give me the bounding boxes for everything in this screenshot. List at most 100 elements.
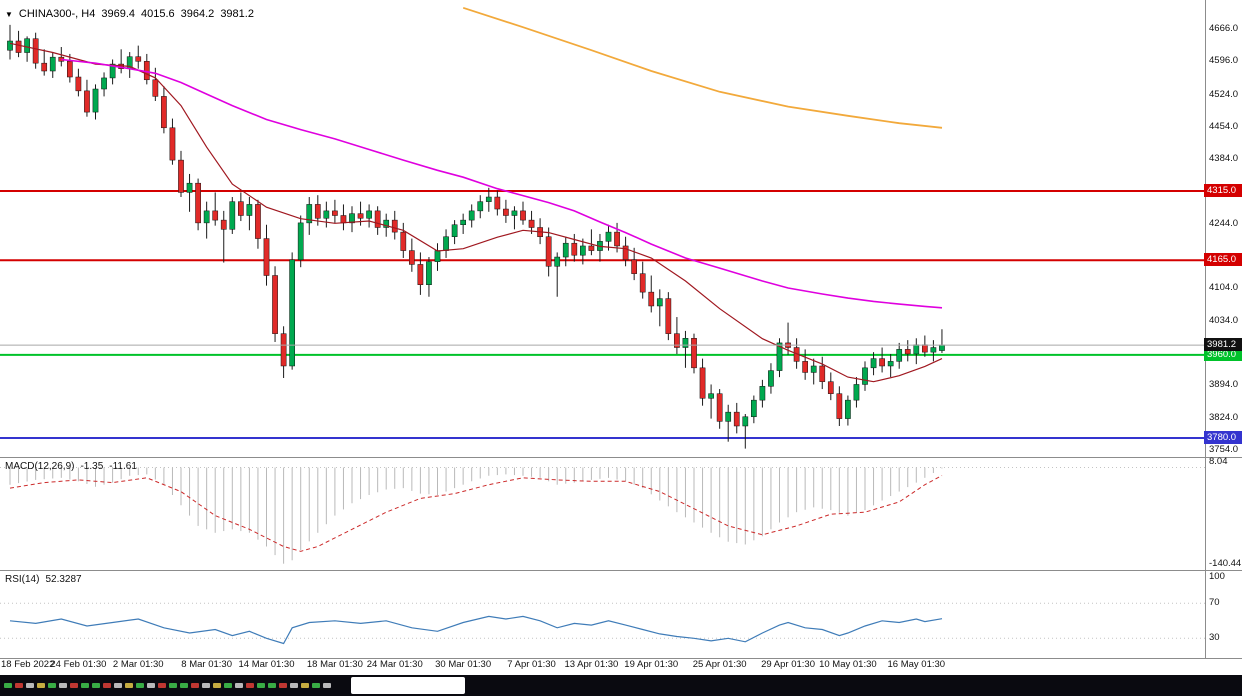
- candle-body: [511, 210, 518, 216]
- candle-body: [238, 201, 244, 216]
- ohlc-low: 3964.2: [180, 8, 215, 20]
- ticker-glyph: [59, 683, 67, 688]
- candle-body: [92, 88, 99, 113]
- candle-body: [759, 386, 766, 401]
- ticker-glyph: [323, 683, 331, 688]
- candle-body: [802, 361, 808, 373]
- time-axis[interactable]: 18 Feb 2022 24 Feb 01:30 2 Mar 01:30 8 Mar …: [0, 659, 1242, 674]
- candle-body: [434, 250, 441, 262]
- ticker-glyph: [81, 683, 89, 688]
- time-axis-label: 18 Feb 2022: [1, 659, 55, 670]
- candle-body: [477, 201, 484, 212]
- symbol-name: CHINA300-, H4: [18, 8, 96, 20]
- candle-body: [845, 399, 851, 419]
- ticker-glyph: [158, 683, 166, 688]
- candle-body: [357, 213, 364, 219]
- candle-body: [195, 182, 201, 224]
- candle-body: [939, 344, 945, 351]
- ticker-glyph: [257, 683, 265, 688]
- ticker-glyph: [136, 683, 144, 688]
- ohlc-open: 3969.4: [101, 8, 135, 20]
- macd-signal-line: [9, 475, 943, 552]
- candle-body: [810, 365, 817, 373]
- candle-body: [280, 333, 287, 367]
- candle-body: [67, 61, 73, 78]
- active-chart-tab[interactable]: [351, 677, 465, 694]
- candle-body: [819, 365, 826, 382]
- candle-body: [879, 358, 885, 367]
- price-axis[interactable]: 4666.0 4596.0 4524.0 4454.0 4384.0 4244.0 4104…: [1204, 0, 1242, 675]
- candle-body: [161, 96, 167, 129]
- candle-body: [648, 291, 655, 307]
- price-badge-4315.0: 4315.0: [1204, 184, 1242, 198]
- rsi-axis-label: 100: [1209, 571, 1225, 582]
- price-axis-label: 4596.0: [1209, 55, 1239, 67]
- candle-body: [827, 381, 834, 394]
- price-axis-label: 4034.0: [1209, 314, 1239, 326]
- ticker-glyph: [202, 683, 210, 688]
- ticker-glyph: [70, 683, 78, 688]
- time-axis-label: 19 Apr 01:30: [624, 659, 679, 670]
- candle-body: [674, 333, 680, 348]
- candle-body: [708, 393, 714, 399]
- ticker-glyph: [213, 683, 221, 688]
- rsi-axis-label: 30: [1209, 632, 1220, 644]
- time-axis-label: 13 Apr 01:30: [564, 659, 619, 670]
- macd-canvas[interactable]: [0, 458, 1206, 570]
- candle-body: [135, 56, 142, 62]
- macd-axis-label: 8.04: [1209, 456, 1228, 467]
- ticker-glyph: [180, 683, 188, 688]
- candle-body: [229, 201, 236, 230]
- candle-body: [409, 250, 415, 265]
- time-axis-label: 8 Mar 01:30: [181, 659, 232, 670]
- candle-body: [503, 208, 509, 216]
- candle-body: [913, 344, 920, 355]
- ticker-glyph: [15, 683, 23, 688]
- ticker-glyph: [268, 683, 276, 688]
- candle-body: [554, 256, 561, 267]
- price-axis-label: 4244.0: [1209, 217, 1239, 229]
- price-badge-3960.0: 3960.0: [1204, 347, 1242, 361]
- candle-body: [417, 264, 424, 285]
- main-chart-canvas[interactable]: [0, 0, 1206, 457]
- price-badge-3780.0: 3780.0: [1204, 430, 1242, 444]
- candle-body: [853, 384, 860, 401]
- candle-body: [562, 242, 569, 258]
- ma-fast-crimson: [9, 42, 943, 383]
- rsi-value: 52.3287: [45, 574, 82, 585]
- candle-body: [776, 342, 783, 371]
- ticker-glyph: [224, 683, 232, 688]
- time-axis-label: 25 Apr 01:30: [692, 659, 747, 670]
- rsi-canvas[interactable]: [0, 571, 1206, 657]
- candle-body: [725, 411, 732, 422]
- symbol-timeframe-label[interactable]: ▼ CHINA300-, H4 3969.4 4015.6 3964.2 398…: [5, 8, 254, 20]
- candle-body: [306, 204, 313, 224]
- candle-body: [383, 219, 390, 228]
- ticker-glyph: [312, 683, 320, 688]
- candle-body: [332, 210, 338, 216]
- ticker-glyph: [114, 683, 122, 688]
- time-axis-label: 18 Mar 01:30: [306, 659, 363, 670]
- candle-body: [887, 361, 894, 367]
- candle-body: [691, 338, 697, 369]
- candle-body: [699, 367, 706, 399]
- candle-body: [571, 242, 578, 256]
- candle-body: [186, 182, 193, 193]
- candle-body: [15, 40, 22, 53]
- candle-body: [451, 224, 458, 237]
- candle-body: [896, 349, 903, 362]
- ticker-glyph: [48, 683, 56, 688]
- ohlc-high: 4015.6: [141, 8, 175, 20]
- candle-body: [374, 210, 381, 228]
- candle-body: [426, 261, 432, 285]
- candle-body: [349, 213, 355, 224]
- candle-body: [836, 393, 843, 419]
- macd-axis-label: -140.44: [1209, 558, 1242, 569]
- price-badge-4165.0: 4165.0: [1204, 253, 1242, 267]
- candle-body: [862, 367, 868, 385]
- dropdown-arrow-icon[interactable]: ▼: [5, 9, 13, 19]
- candle-body: [528, 219, 535, 228]
- candle-body: [716, 393, 723, 422]
- candle-body: [84, 90, 90, 113]
